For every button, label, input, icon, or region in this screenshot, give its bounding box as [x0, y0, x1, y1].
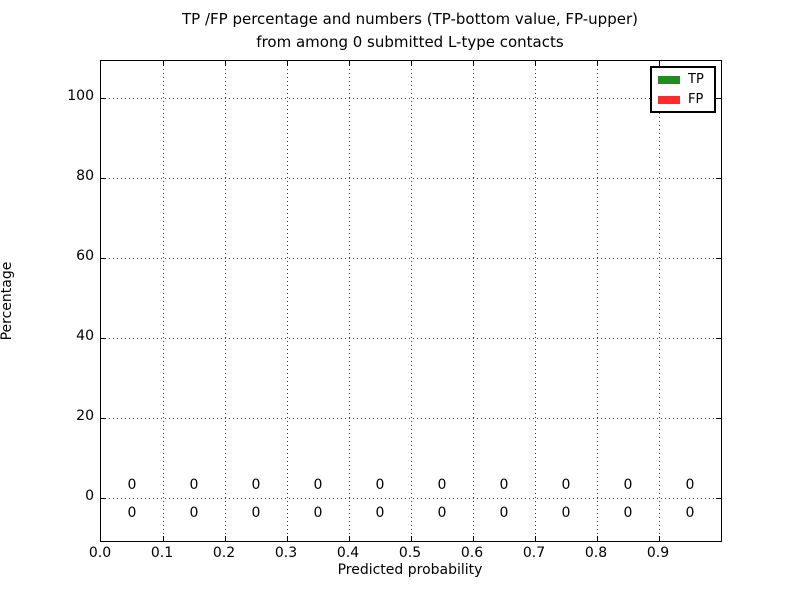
x-tick-top: [287, 61, 288, 66]
fp-count-label: 0: [499, 477, 509, 493]
x-tick-bottom: [349, 536, 350, 541]
fp-count-label: 0: [685, 477, 695, 493]
y-tick-right: [716, 178, 721, 179]
x-tick-bottom: [287, 536, 288, 541]
y-tick-left: [101, 98, 106, 99]
x-tick-top: [473, 61, 474, 66]
y-axis-title: Percentage: [0, 261, 15, 341]
x-tick-bottom: [411, 536, 412, 541]
y-tick-label: 60: [76, 248, 94, 264]
fp-count-label: 0: [127, 477, 137, 493]
x-tick-bottom: [473, 536, 474, 541]
fp-count-label: 0: [375, 477, 385, 493]
x-tick-top: [225, 61, 226, 66]
x-gridline: [535, 61, 536, 541]
x-gridline: [225, 61, 226, 541]
x-tick-label: 0.5: [398, 545, 422, 561]
legend: TP FP: [650, 66, 716, 113]
x-tick-bottom: [597, 536, 598, 541]
x-gridline: [349, 61, 350, 541]
fp-legend-swatch: [658, 95, 680, 104]
tp-count-label: 0: [685, 505, 695, 521]
x-tick-label: 0.6: [460, 545, 484, 561]
chart-title-line1: TP /FP percentage and numbers (TP-bottom…: [182, 10, 638, 28]
tp-count-label: 0: [561, 505, 571, 521]
x-tick-top: [659, 61, 660, 66]
y-tick-left: [101, 178, 106, 179]
x-tick-bottom: [225, 536, 226, 541]
x-tick-top: [597, 61, 598, 66]
x-axis-title: Predicted probability: [337, 562, 483, 578]
y-tick-label: 80: [76, 168, 94, 184]
x-tick-bottom: [535, 536, 536, 541]
x-gridline: [473, 61, 474, 541]
y-tick-right: [716, 98, 721, 99]
tp-count-label: 0: [251, 505, 261, 521]
tp-legend-swatch: [658, 75, 680, 84]
x-tick-label: 0.7: [522, 545, 546, 561]
y-tick-right: [716, 338, 721, 339]
fp-count-label: 0: [561, 477, 571, 493]
tp-count-label: 0: [375, 505, 385, 521]
x-tick-label: 0.4: [336, 545, 360, 561]
x-tick-top: [163, 61, 164, 66]
y-tick-label: 100: [67, 88, 94, 104]
x-gridline: [287, 61, 288, 541]
legend-entry-fp: FP: [658, 93, 708, 106]
x-tick-label: 0.0: [88, 545, 112, 561]
x-tick-label: 0.1: [150, 545, 174, 561]
tp-count-label: 0: [313, 505, 323, 521]
fp-count-label: 0: [189, 477, 199, 493]
y-tick-label: 20: [76, 408, 94, 424]
x-tick-label: 0.3: [274, 545, 298, 561]
tp-count-label: 0: [499, 505, 509, 521]
y-tick-right: [716, 418, 721, 419]
x-tick-label: 0.8: [584, 545, 608, 561]
chart-title-line2: from among 0 submitted L-type contacts: [256, 33, 564, 51]
tp-count-label: 0: [189, 505, 199, 521]
x-tick-label: 0.9: [646, 545, 670, 561]
y-tick-right: [716, 498, 721, 499]
fp-count-label: 0: [313, 477, 323, 493]
y-tick-label: 0: [85, 488, 94, 504]
y-tick-left: [101, 418, 106, 419]
x-tick-top: [535, 61, 536, 66]
x-gridline: [411, 61, 412, 541]
x-tick-top: [349, 61, 350, 66]
x-gridline: [597, 61, 598, 541]
y-tick-left: [101, 498, 106, 499]
x-gridline: [659, 61, 660, 541]
x-gridline: [163, 61, 164, 541]
x-tick-bottom: [659, 536, 660, 541]
tp-legend-label: TP: [688, 72, 704, 87]
fp-count-label: 0: [623, 477, 633, 493]
x-tick-label: 0.2: [212, 545, 236, 561]
tp-count-label: 0: [127, 505, 137, 521]
legend-entry-tp: TP: [658, 73, 708, 86]
y-tick-left: [101, 258, 106, 259]
fp-legend-label: FP: [688, 92, 704, 107]
fp-count-label: 0: [251, 477, 261, 493]
x-tick-bottom: [163, 536, 164, 541]
y-tick-left: [101, 338, 106, 339]
y-tick-right: [716, 258, 721, 259]
x-tick-top: [411, 61, 412, 66]
tp-count-label: 0: [437, 505, 447, 521]
plot-area: TP FP 0 0 0 0 0 0 0 0 0 0 0 0 0 0 0 0 0 0 0 0: [100, 60, 722, 542]
y-tick-label: 40: [76, 328, 94, 344]
fp-count-label: 0: [437, 477, 447, 493]
tp-count-label: 0: [623, 505, 633, 521]
chart-title: TP /FP percentage and numbers (TP-bottom…: [100, 8, 720, 54]
